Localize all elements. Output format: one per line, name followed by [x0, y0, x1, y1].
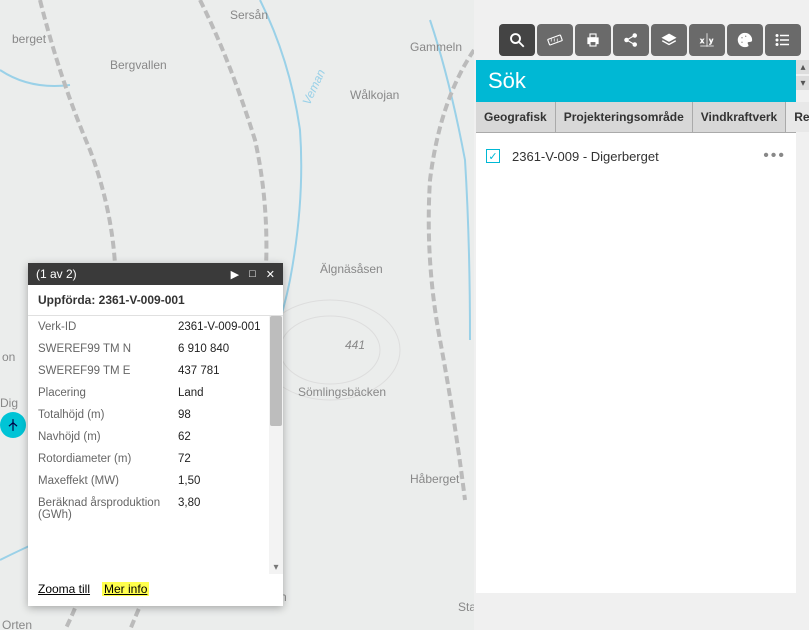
scroll-thumb[interactable]	[270, 316, 282, 426]
more-icon[interactable]: •••	[763, 147, 786, 165]
svg-text:y: y	[709, 36, 713, 45]
popup-header[interactable]: (1 av 2) ▶ □ ✕	[28, 263, 283, 285]
popup-counter: (1 av 2)	[36, 267, 77, 281]
zoom-to-link[interactable]: Zooma till	[38, 582, 90, 596]
xy-button[interactable]: xy	[689, 24, 725, 56]
result-label: 2361-V-009 - Digerberget	[512, 149, 659, 164]
svg-text:x: x	[700, 36, 704, 45]
play-icon[interactable]: ▶	[231, 268, 239, 281]
result-row[interactable]: ✓ 2361-V-009 - Digerberget •••	[486, 147, 786, 165]
list-button[interactable]	[765, 24, 801, 56]
feature-popup: (1 av 2) ▶ □ ✕ Uppförda: 2361-V-009-001 …	[28, 263, 283, 606]
close-icon[interactable]: ✕	[266, 268, 275, 281]
result-list: ✓ 2361-V-009 - Digerberget •••	[476, 133, 796, 593]
table-row: Beräknad årsproduktion (GWh)3,80	[38, 492, 273, 526]
layers-button[interactable]	[651, 24, 687, 56]
table-row: SWEREF99 TM N6 910 840	[38, 338, 273, 360]
maximize-icon[interactable]: □	[249, 268, 256, 281]
print-button[interactable]	[575, 24, 611, 56]
measure-button[interactable]	[537, 24, 573, 56]
checkbox-icon[interactable]: ✓	[486, 149, 500, 163]
scroll-down-button[interactable]: ▾	[796, 76, 809, 90]
scroll-up-button[interactable]: ▴	[796, 60, 809, 74]
more-info-link[interactable]: Mer info	[102, 582, 149, 596]
table-row: Totalhöjd (m)98	[38, 404, 273, 426]
search-tabs: Geografisk Projekteringsområde Vindkraft…	[476, 102, 796, 133]
tab-resultat[interactable]: Resultat	[786, 102, 809, 132]
table-row: SWEREF99 TM E437 781	[38, 360, 273, 382]
search-title: Sök	[476, 60, 796, 102]
popup-title: Uppförda: 2361-V-009-001	[28, 285, 283, 316]
tab-projekteringsomrade[interactable]: Projekteringsområde	[556, 102, 693, 132]
popup-body: Verk-ID2361-V-009-001 SWEREF99 TM N6 910…	[28, 316, 283, 574]
palette-button[interactable]	[727, 24, 763, 56]
search-panel: Sök ▴ ▾ Geografisk Projekteringsområde V…	[476, 60, 796, 593]
table-row: Rotordiameter (m)72	[38, 448, 273, 470]
scroll-down-icon[interactable]: ▾	[269, 560, 283, 574]
table-row: Navhöjd (m)62	[38, 426, 273, 448]
search-button[interactable]	[499, 24, 535, 56]
table-row: Maxeffekt (MW)1,50	[38, 470, 273, 492]
share-button[interactable]	[613, 24, 649, 56]
tab-geografisk[interactable]: Geografisk	[476, 102, 556, 132]
popup-footer: Zooma till Mer info	[28, 574, 283, 606]
popup-scrollbar[interactable]: ▴ ▾	[269, 316, 283, 574]
table-row: Verk-ID2361-V-009-001	[38, 316, 273, 338]
toolbar: xy	[499, 24, 801, 56]
table-row: PlaceringLand	[38, 382, 273, 404]
tab-vindkraftverk[interactable]: Vindkraftverk	[693, 102, 786, 132]
map-marker[interactable]	[0, 412, 26, 438]
